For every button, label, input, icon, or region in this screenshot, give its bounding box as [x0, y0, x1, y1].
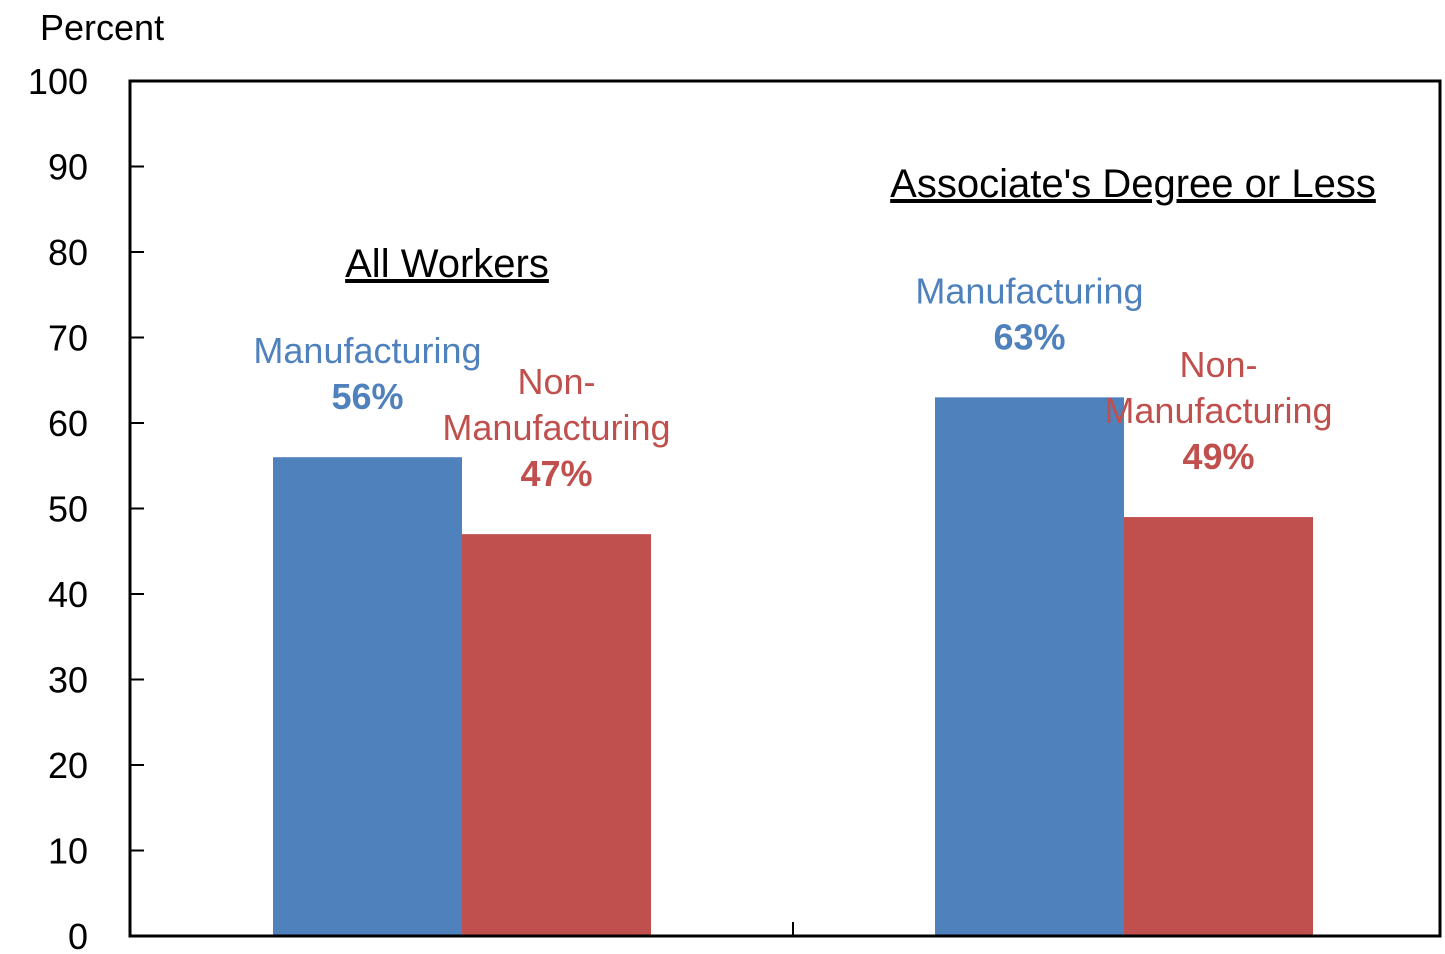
bar-manufacturing-0: [273, 457, 462, 936]
y-tick-label: 80: [48, 232, 88, 273]
y-tick-label: 40: [48, 574, 88, 615]
bar-non-manufacturing-0: [462, 534, 651, 936]
bar-non-manufacturing-1: [1124, 517, 1313, 936]
y-tick-label: 90: [48, 147, 88, 188]
y-tick-label: 10: [48, 831, 88, 872]
y-tick-label: 20: [48, 745, 88, 786]
y-tick-label: 100: [28, 61, 88, 102]
series-label: Non-: [517, 361, 595, 402]
bar-labels: Manufacturing 56% Non- Manufacturing 47% Manu…: [253, 270, 1332, 494]
series-label: Manufacturing: [1104, 390, 1332, 431]
y-axis-title: Percent: [40, 7, 164, 48]
group-title: Associate's Degree or Less: [890, 162, 1376, 206]
y-tick-label: 50: [48, 489, 88, 530]
series-label: Manufacturing: [253, 330, 481, 371]
series-label: Manufacturing: [915, 270, 1143, 311]
data-label: 47%: [520, 453, 592, 494]
series-label: Manufacturing: [442, 407, 670, 448]
bar-manufacturing-1: [935, 397, 1124, 937]
data-label: 49%: [1182, 436, 1254, 477]
y-tick-label: 60: [48, 403, 88, 444]
bars: [273, 397, 1313, 937]
plot-frame: [128, 79, 1442, 938]
plot-border: [128, 79, 1442, 938]
group-title: All Workers: [345, 242, 549, 286]
data-label: 56%: [331, 376, 403, 417]
y-tick-label: 30: [48, 660, 88, 701]
y-axis-ticks: 0 10 20 30 40 50 60 70 80 90 100: [28, 61, 144, 954]
data-label: 63%: [993, 316, 1065, 357]
series-label: Non-: [1179, 344, 1257, 385]
group-titles: All Workers Associate's Degree or Less: [345, 162, 1376, 286]
y-tick-label: 0: [68, 916, 88, 954]
y-tick-label: 70: [48, 318, 88, 359]
